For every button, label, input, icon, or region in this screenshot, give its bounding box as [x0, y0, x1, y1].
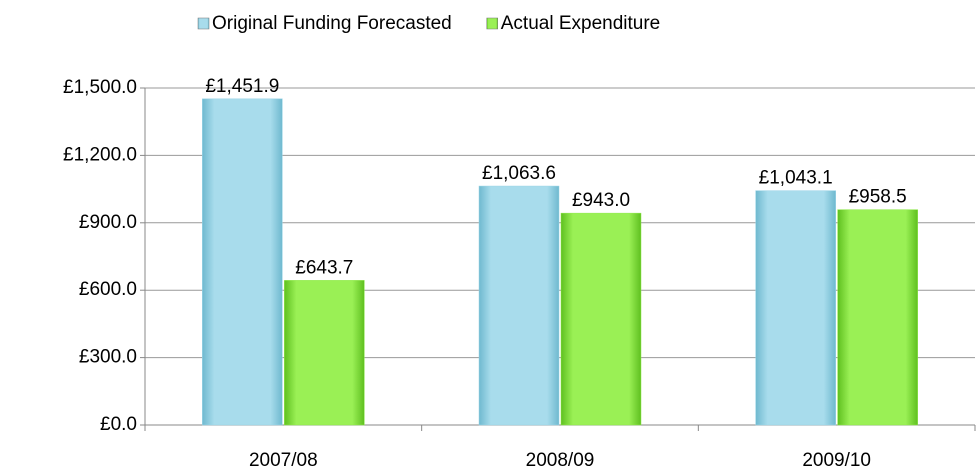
bar	[478, 185, 560, 426]
bar	[560, 212, 642, 426]
x-tick-label: 2007/08	[249, 450, 318, 471]
value-label: £643.7	[295, 257, 353, 278]
value-label: £943.0	[572, 190, 630, 211]
bar	[837, 209, 918, 426]
value-label: £1,063.6	[482, 163, 556, 184]
y-tick-label: £1,200.0	[63, 144, 137, 165]
legend-swatch	[486, 17, 498, 30]
x-tick-label: 2008/09	[526, 450, 595, 471]
legend-swatch	[197, 17, 210, 30]
bar	[202, 98, 283, 426]
y-tick-label: £900.0	[79, 212, 137, 233]
y-tick-label: £0.0	[100, 414, 137, 435]
y-tick-label: £600.0	[79, 279, 137, 300]
y-tick-label: £1,500.0	[63, 77, 137, 98]
value-label: £1,043.1	[759, 168, 833, 189]
legend-label: Actual Expenditure	[501, 13, 661, 34]
y-tick-label: £300.0	[79, 347, 137, 368]
bar	[755, 190, 836, 426]
bar	[284, 280, 365, 426]
value-label: £958.5	[849, 187, 907, 208]
legend-label: Original Funding Forecasted	[212, 13, 452, 34]
x-tick-label: 2009/10	[802, 450, 871, 471]
value-label: £1,451.9	[205, 76, 279, 97]
